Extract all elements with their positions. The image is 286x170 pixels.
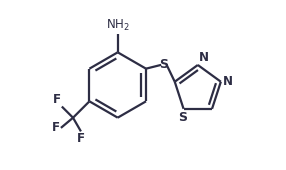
Text: N: N	[199, 51, 209, 64]
Text: F: F	[77, 132, 85, 145]
Text: F: F	[52, 121, 60, 134]
Text: S: S	[178, 111, 187, 124]
Text: N: N	[223, 75, 233, 88]
Text: NH$_2$: NH$_2$	[106, 18, 130, 33]
Text: F: F	[53, 93, 61, 106]
Text: S: S	[159, 57, 168, 71]
